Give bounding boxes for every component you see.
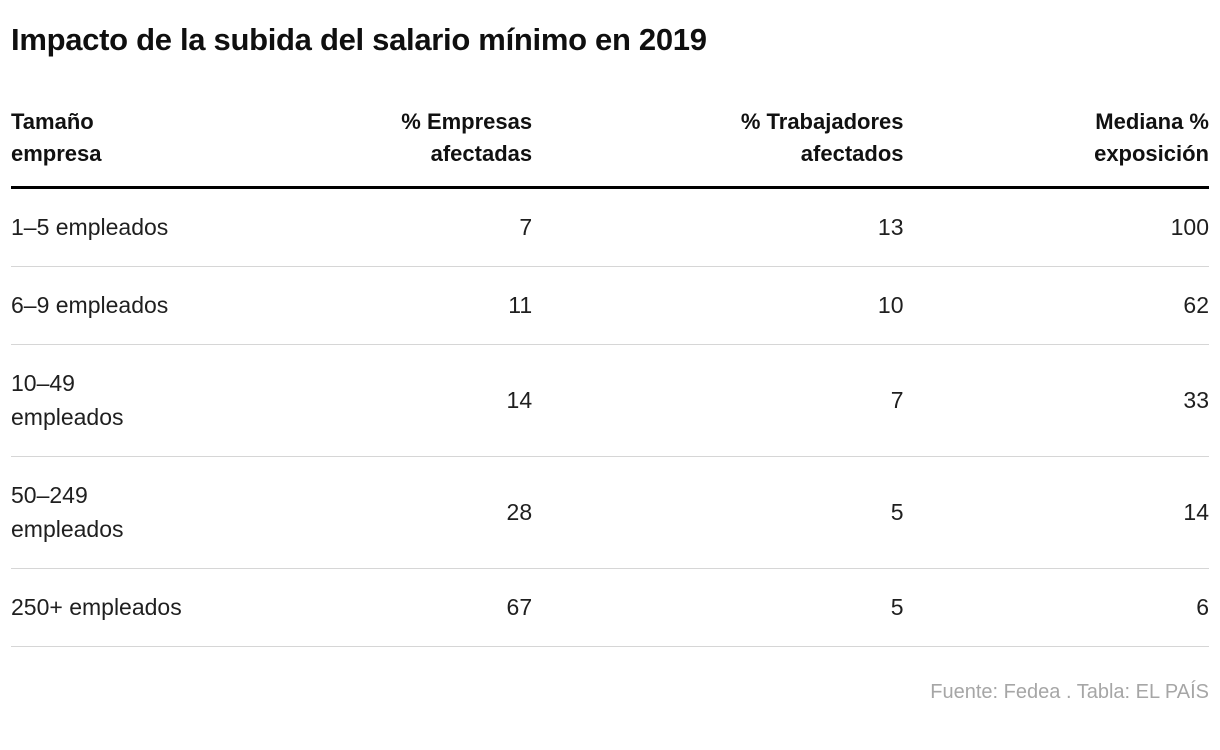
cell-value: 33: [903, 344, 1209, 458]
table-row: 50–249 empleados 28 5 14: [11, 456, 1209, 569]
table-row: 10–49 empleados 14 7 33: [11, 344, 1209, 458]
table-row: 250+ empleados 67 5 6: [11, 568, 1209, 648]
cell-value: 7: [532, 344, 904, 458]
cell-value: 5: [532, 568, 904, 648]
row-label: 1–5 empleados: [11, 187, 311, 268]
column-header: % Empresas afectadas: [310, 106, 533, 189]
row-label: 50–249 empleados: [11, 456, 311, 569]
column-header: % Trabajadores afectados: [532, 106, 904, 189]
cell-value: 100: [903, 187, 1209, 268]
cell-value: 62: [903, 266, 1209, 346]
row-label: 250+ empleados: [11, 568, 311, 648]
row-label: 10–49 empleados: [11, 344, 311, 458]
footer-credit: . Tabla: EL PAÍS: [1060, 681, 1209, 704]
cell-value: 10: [532, 266, 904, 346]
table-row: 6–9 empleados 11 10 62: [11, 266, 1209, 346]
cell-value: 5: [532, 456, 904, 569]
table-row: 1–5 empleados 7 13 100: [11, 187, 1209, 268]
source-link[interactable]: Fedea: [1003, 681, 1061, 704]
cell-value: 28: [310, 456, 533, 569]
page-title: Impacto de la subida del salario mínimo …: [11, 22, 707, 57]
cell-value: 6: [903, 568, 1209, 648]
header-row: Tamaño empresa% Empresas afectadas% Trabaj…: [11, 106, 1209, 189]
column-header: Mediana % exposición: [903, 106, 1209, 189]
cell-value: 11: [310, 266, 533, 346]
footer: Fuente: Fedea . Tabla: EL PAÍS: [11, 681, 1209, 704]
cell-value: 13: [532, 187, 904, 268]
cell-value: 7: [310, 187, 533, 268]
data-table: Tamaño empresa% Empresas afectadas% Trabaj…: [11, 106, 1209, 648]
cell-value: 67: [310, 568, 533, 648]
row-label: 6–9 empleados: [11, 266, 311, 346]
column-header: Tamaño empresa: [11, 106, 311, 189]
cell-value: 14: [903, 456, 1209, 569]
source-label: Fuente:: [930, 681, 1004, 704]
cell-value: 14: [310, 344, 533, 458]
